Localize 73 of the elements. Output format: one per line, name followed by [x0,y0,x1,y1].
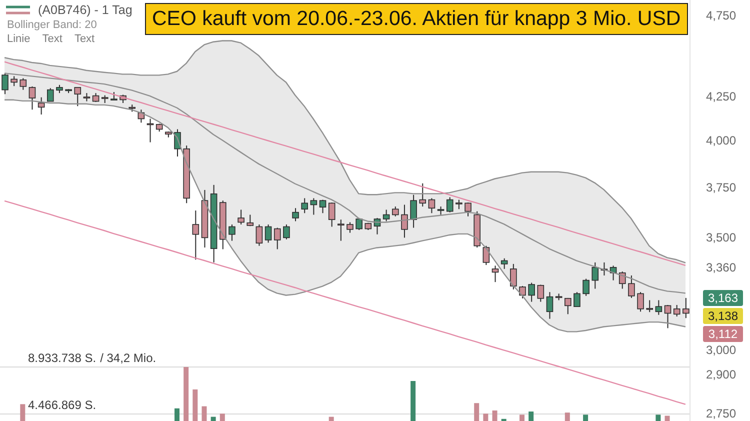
candlestick [664,304,672,329]
y2-tick-label: 8.933.738 S. [28,350,96,365]
y-tick-label: 3,500 [706,230,736,245]
candlestick [492,265,499,283]
candlestick [510,263,517,290]
candlestick [673,304,680,317]
candlestick [392,206,399,217]
y-tick-label: 3,360 [706,260,736,274]
y2-tick-label: 4.466.869 S. [28,398,96,412]
candlestick [401,204,408,238]
candlestick [20,78,27,90]
candlestick [500,258,508,270]
candlestick [537,284,544,302]
chart-title: (A0B746) - 1 Tag [38,3,132,17]
candlestick [283,224,290,240]
text: 3,163 [703,290,743,306]
candlestick [592,262,599,290]
candlestick [319,199,326,214]
candlestick [628,274,635,298]
y-tick-label: 3,750 [706,180,736,194]
candlestick [519,286,526,299]
y-tick-label: 4,750 [706,8,736,22]
candlestick [637,292,644,312]
y-tick-label: 4,250 [706,89,736,104]
candlestick [464,202,472,217]
candlestick [582,278,590,296]
text: 3,138 [703,308,743,324]
candlestick [46,88,54,102]
line-series [4,99,686,332]
candlestick [238,209,244,225]
candlestick [646,300,654,313]
candlestick [338,219,344,242]
candlestick [10,76,18,87]
candlestick [655,300,662,316]
candlestick [264,224,272,244]
candlestick [256,224,263,246]
candlestick [38,96,45,116]
y-tick-label: 3,000 [706,342,736,357]
candlestick [74,86,82,107]
candlestick [456,199,462,210]
annotation: Linie [7,33,30,45]
candlestick [574,292,580,308]
candlestick [292,208,299,222]
candlestick [192,210,200,260]
annotation: / 34,2 Mio. [100,350,156,365]
annotation: Text [42,33,62,45]
candlestick [228,224,236,242]
candlestick [328,202,336,228]
candlestick [301,198,308,214]
text: 3,112 [703,326,743,342]
line-series [4,72,686,294]
annotation: CEO kauft vom 20.06.-23.06. Aktien für knapp 3 Mio. USD [145,3,688,35]
y-tick-label: 2,900 [706,368,736,382]
candlestick [410,194,417,228]
y-tick-label: 4,000 [706,134,736,148]
candlestick [28,86,36,110]
candlestick [564,297,572,315]
candlestick [382,209,390,222]
candlestick [419,182,426,208]
candlestick [528,282,535,302]
candlestick [428,198,436,214]
candlestick [274,227,281,250]
candlestick [446,196,454,213]
candlestick [356,217,362,231]
candlestick [546,292,554,320]
annotation: Text [74,33,95,45]
candlestick [346,222,354,234]
y-tick-label: 2,750 [706,406,736,420]
candlestick [2,72,8,95]
candlestick [310,198,318,216]
text: Bollinger Band: 20 [7,19,97,31]
candlestick [682,297,690,319]
candlestick [618,271,626,290]
